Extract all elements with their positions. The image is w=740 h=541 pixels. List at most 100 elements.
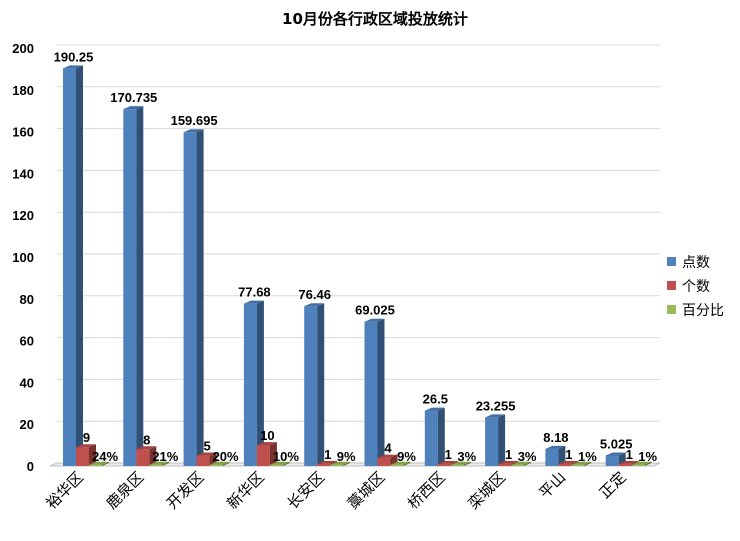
- bar-top: [304, 303, 325, 307]
- bar-side: [437, 407, 445, 466]
- bar: [450, 464, 464, 466]
- data-label: 76.46: [298, 287, 331, 302]
- bar: [317, 463, 331, 466]
- bar-side: [136, 106, 144, 466]
- bar-top: [485, 414, 506, 418]
- x-tick-label: 新华区: [223, 468, 268, 513]
- bar: [76, 447, 89, 466]
- data-label: 1: [565, 447, 572, 462]
- bar: [390, 464, 404, 466]
- data-label: 8: [143, 432, 150, 447]
- bar-top: [269, 461, 290, 465]
- data-label: 8.18: [543, 430, 568, 445]
- bar-side: [524, 461, 532, 466]
- legend-entry: 百分比: [682, 303, 724, 319]
- data-label: 1: [445, 447, 452, 462]
- data-label: 9: [83, 430, 90, 445]
- bar-top: [605, 452, 626, 456]
- bar-side: [149, 446, 157, 466]
- bar: [243, 303, 257, 466]
- data-label: 5: [203, 439, 210, 454]
- data-label: 24%: [92, 449, 118, 464]
- bar: [123, 109, 137, 466]
- bar: [269, 464, 283, 466]
- x-tick-label: 桥西区: [404, 468, 449, 513]
- bar-side: [317, 303, 325, 466]
- data-label: 26.5: [423, 392, 448, 407]
- bar-side: [89, 444, 96, 466]
- gridlines: [57, 44, 660, 464]
- legend-swatch: [667, 305, 676, 314]
- bar-top: [424, 407, 445, 411]
- data-label: 170.735: [110, 90, 157, 105]
- bar: [149, 464, 163, 466]
- data-label: 10%: [273, 449, 299, 464]
- data-label: 3%: [518, 449, 537, 464]
- data-label: 10: [260, 428, 274, 443]
- bar-top: [330, 461, 351, 465]
- bar-side: [403, 461, 411, 466]
- x-tick-label: 长安区: [284, 468, 329, 513]
- bar: [571, 464, 585, 466]
- y-tick-label: 80: [20, 292, 34, 307]
- bar-top: [498, 460, 519, 464]
- bar: [330, 464, 344, 466]
- bar-side: [76, 65, 83, 466]
- y-tick-label: 40: [20, 375, 34, 390]
- data-label: 21%: [152, 449, 178, 464]
- bar: [558, 463, 572, 466]
- bar-top: [243, 300, 264, 304]
- bar-side: [162, 461, 170, 466]
- bar-top: [123, 106, 144, 110]
- bar-side: [256, 300, 264, 466]
- data-label: 69.025: [355, 303, 395, 318]
- bar-top: [390, 461, 411, 465]
- bar-top: [511, 461, 532, 465]
- bar-top: [196, 452, 217, 456]
- data-label: 9%: [397, 449, 416, 464]
- data-label: 190.25: [54, 49, 94, 64]
- y-tick-label: 120: [12, 208, 34, 223]
- bar: [364, 321, 378, 466]
- x-tick-label: 鹿泉区: [103, 468, 148, 513]
- bar: [618, 463, 632, 466]
- bar: [511, 464, 525, 466]
- bar-top: [364, 318, 385, 322]
- data-label: 1: [505, 447, 512, 462]
- bar: [136, 449, 150, 466]
- data-label: 3%: [457, 449, 476, 464]
- bar: [256, 445, 270, 466]
- bar-top: [377, 454, 398, 458]
- bar-side: [463, 461, 471, 466]
- legend-entry: 点数: [682, 255, 710, 271]
- y-tick-label: 140: [12, 166, 34, 181]
- y-tick-label: 100: [12, 250, 34, 265]
- bar-top: [63, 65, 83, 69]
- bar-top: [437, 460, 458, 464]
- data-label: 5.025: [600, 436, 633, 451]
- bar-top: [631, 461, 652, 465]
- x-tick-label: 藁城区: [344, 468, 389, 513]
- bar-top: [209, 461, 230, 465]
- bar-side: [222, 461, 230, 466]
- bar: [196, 455, 210, 466]
- y-tick-label: 200: [12, 41, 34, 56]
- bar: [485, 417, 499, 466]
- bar-top: [545, 445, 566, 449]
- bar: [424, 410, 438, 466]
- bar: [209, 464, 223, 466]
- y-tick-label: 60: [20, 334, 34, 349]
- bar: [545, 448, 559, 466]
- bar: [498, 463, 512, 466]
- bar-side: [377, 318, 385, 466]
- bar-side: [558, 445, 566, 466]
- x-tick-label: 正定: [596, 468, 630, 502]
- bar-top: [618, 460, 639, 464]
- y-tick-label: 160: [12, 125, 34, 140]
- x-tick-label: 栾城区: [465, 468, 510, 513]
- y-tick-label: 0: [27, 459, 34, 474]
- data-label: 1: [626, 447, 633, 462]
- bar-top: [149, 461, 170, 465]
